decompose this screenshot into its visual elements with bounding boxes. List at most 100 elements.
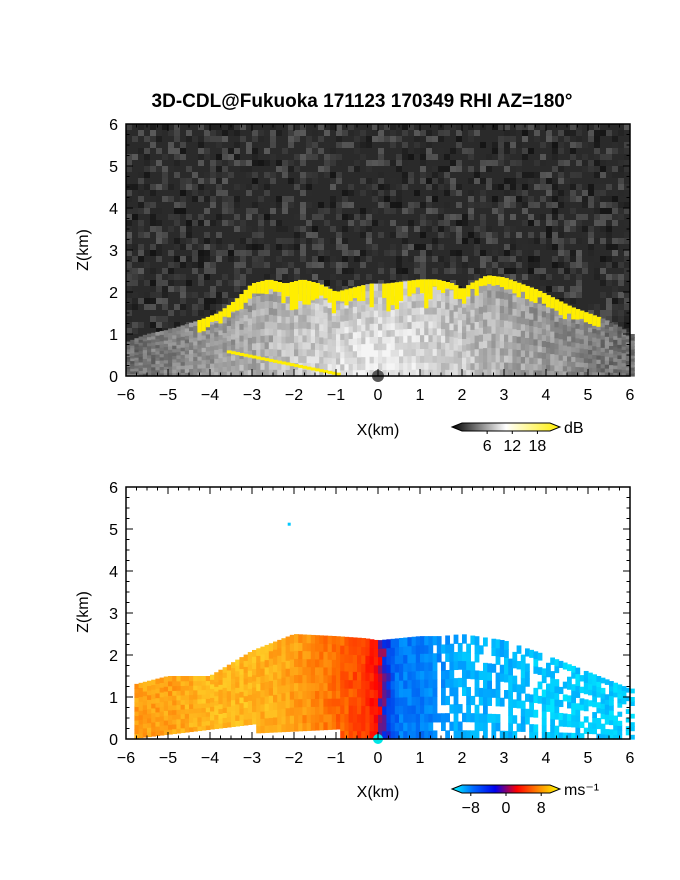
reflectivity-cell bbox=[540, 220, 546, 226]
reflectivity-cell bbox=[319, 297, 324, 305]
reflectivity-cell bbox=[512, 362, 518, 370]
reflectivity-cell bbox=[180, 357, 186, 363]
reflectivity-cell bbox=[378, 262, 384, 268]
reflectivity-cell bbox=[512, 328, 518, 336]
reflectivity-cell bbox=[354, 130, 360, 136]
velocity-cell bbox=[344, 713, 350, 723]
reflectivity-cell bbox=[618, 304, 624, 310]
reflectivity-cell bbox=[516, 342, 522, 350]
high-echo-cell bbox=[327, 370, 333, 374]
reflectivity-cell bbox=[300, 172, 306, 178]
velocity-cell bbox=[327, 721, 333, 730]
reflectivity-cell bbox=[315, 322, 320, 331]
velocity-cell bbox=[134, 688, 140, 694]
reflectivity-cell bbox=[256, 349, 261, 357]
reflectivity-cell bbox=[571, 356, 576, 362]
reflectivity-cell bbox=[302, 348, 308, 357]
velocity-cell bbox=[138, 732, 144, 739]
reflectivity-cell bbox=[319, 356, 324, 364]
x-tick-label: 2 bbox=[458, 387, 467, 404]
reflectivity-cell bbox=[402, 124, 408, 130]
velocity-cell bbox=[256, 683, 261, 692]
velocity-cell bbox=[235, 670, 240, 677]
velocity-cell bbox=[340, 704, 345, 714]
velocity-cell bbox=[323, 659, 329, 668]
reflectivity-cell bbox=[294, 232, 300, 238]
reflectivity-cell bbox=[468, 166, 474, 172]
reflectivity-cell bbox=[522, 190, 528, 196]
high-echo-cell bbox=[407, 280, 413, 297]
reflectivity-cell bbox=[172, 355, 177, 360]
reflectivity-cell bbox=[552, 286, 558, 292]
velocity-cell bbox=[352, 662, 358, 672]
reflectivity-cell bbox=[243, 308, 249, 316]
reflectivity-cell bbox=[378, 154, 384, 160]
reflectivity-cell bbox=[516, 172, 522, 178]
reflectivity-cell bbox=[552, 208, 558, 214]
velocity-cell bbox=[147, 699, 152, 705]
reflectivity-cell bbox=[408, 208, 414, 214]
reflectivity-cell bbox=[537, 315, 543, 322]
reflectivity-cell bbox=[600, 330, 606, 336]
reflectivity-cell bbox=[243, 369, 249, 377]
velocity-cell bbox=[235, 692, 240, 699]
reflectivity-cell bbox=[552, 148, 558, 154]
reflectivity-cell bbox=[495, 290, 501, 299]
reflectivity-cell bbox=[184, 324, 190, 329]
reflectivity-cell bbox=[282, 262, 288, 268]
reflectivity-cell bbox=[378, 256, 384, 262]
velocity-cell bbox=[315, 650, 320, 660]
velocity-cell bbox=[449, 643, 455, 653]
reflectivity-cell bbox=[342, 130, 348, 136]
velocity-cell bbox=[142, 723, 148, 729]
reflectivity-cell bbox=[478, 285, 484, 293]
reflectivity-cell bbox=[504, 334, 509, 342]
velocity-cell bbox=[205, 720, 211, 726]
velocity-cell bbox=[294, 658, 299, 667]
reflectivity-cell bbox=[579, 357, 585, 363]
reflectivity-cell bbox=[336, 142, 342, 148]
reflectivity-cell bbox=[618, 316, 624, 322]
reflectivity-cell bbox=[330, 202, 336, 208]
high-echo-cell bbox=[306, 280, 312, 305]
reflectivity-cell bbox=[352, 312, 358, 320]
velocity-cell bbox=[344, 636, 350, 646]
reflectivity-cell bbox=[420, 355, 425, 363]
reflectivity-cell bbox=[554, 343, 560, 350]
reflectivity-cell bbox=[366, 184, 372, 190]
reflectivity-cell bbox=[520, 290, 526, 299]
reflectivity-cell bbox=[258, 262, 264, 268]
velocity-cell bbox=[319, 643, 324, 652]
reflectivity-cell bbox=[240, 142, 246, 148]
reflectivity-cell bbox=[495, 333, 501, 342]
high-echo-cell bbox=[562, 303, 568, 320]
reflectivity-cell bbox=[378, 296, 383, 304]
velocity-cell bbox=[302, 650, 308, 660]
velocity-cell bbox=[508, 690, 513, 700]
reflectivity-cell bbox=[163, 349, 169, 354]
velocity-cell bbox=[352, 730, 358, 740]
velocity-cell bbox=[277, 662, 282, 672]
reflectivity-cell bbox=[554, 337, 560, 344]
velocity-cell bbox=[256, 697, 261, 706]
reflectivity-cell bbox=[210, 319, 215, 325]
reflectivity-cell bbox=[562, 339, 568, 346]
velocity-cell bbox=[403, 705, 408, 715]
reflectivity-cell bbox=[600, 339, 606, 344]
velocity-cell bbox=[138, 705, 144, 711]
reflectivity-cell bbox=[192, 310, 198, 316]
reflectivity-cell bbox=[588, 232, 594, 238]
velocity-cell bbox=[176, 713, 182, 720]
reflectivity-cell bbox=[138, 353, 144, 357]
reflectivity-cell bbox=[126, 361, 131, 365]
velocity-cell bbox=[289, 723, 295, 732]
y-tick-label: 3 bbox=[109, 243, 118, 260]
reflectivity-cell bbox=[486, 178, 492, 184]
reflectivity-cell bbox=[495, 319, 501, 327]
reflectivity-cell bbox=[480, 160, 486, 166]
high-echo-cell bbox=[247, 354, 253, 358]
reflectivity-cell bbox=[540, 286, 546, 292]
velocity-cell bbox=[306, 698, 312, 708]
reflectivity-cell bbox=[168, 349, 173, 354]
reflectivity-cell bbox=[588, 166, 594, 172]
